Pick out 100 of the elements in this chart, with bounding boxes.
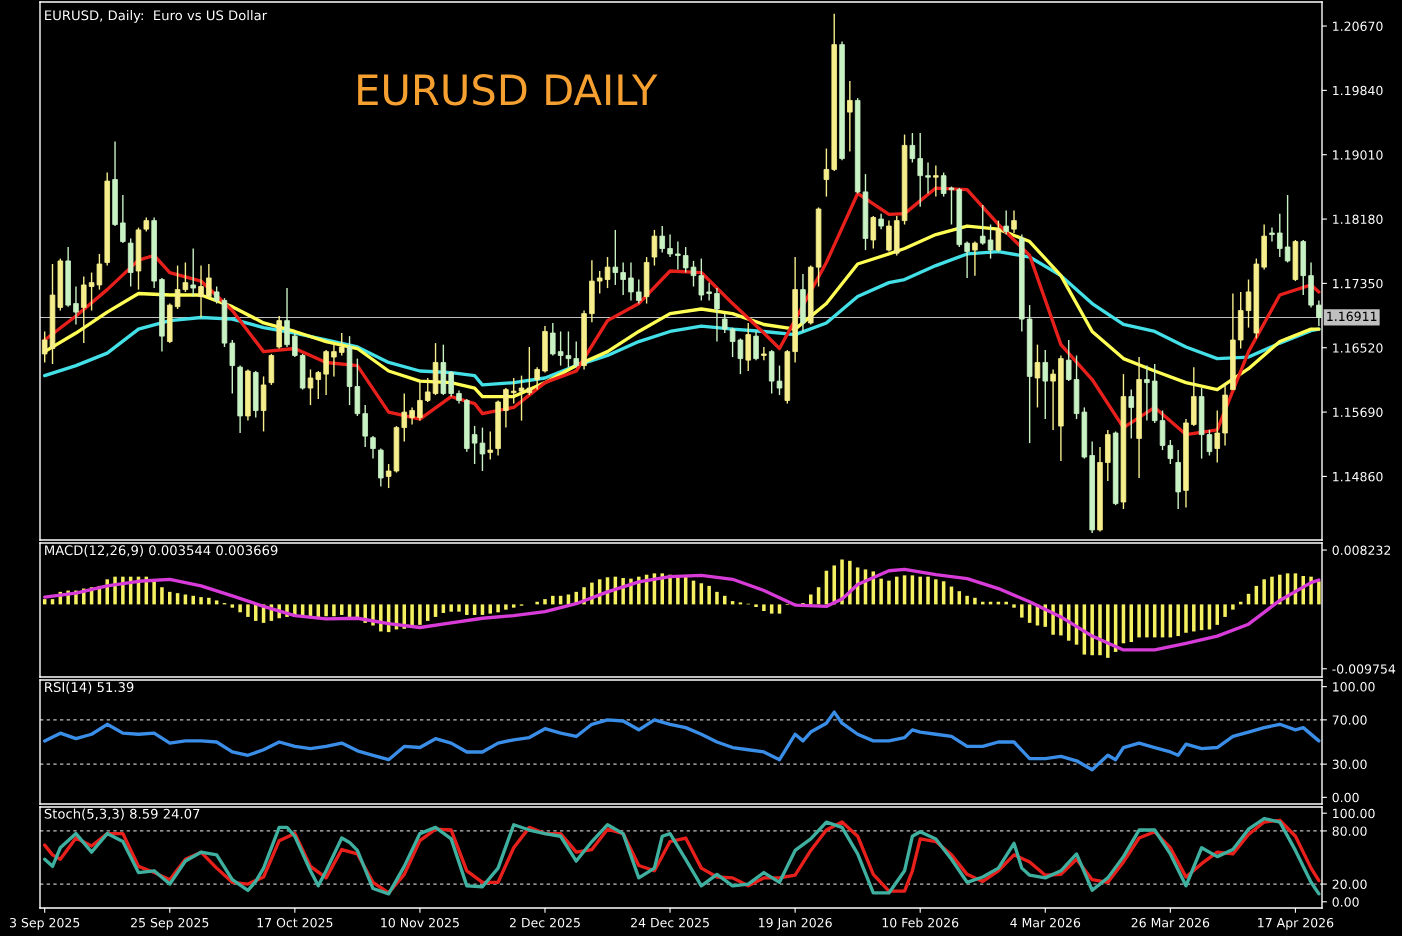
candlestick — [1011, 209, 1017, 234]
y-tick-label: 1.18180 — [1333, 214, 1383, 224]
candlestick — [917, 132, 923, 208]
candlestick — [706, 281, 712, 302]
candlestick — [995, 219, 1002, 253]
candlestick — [323, 349, 329, 396]
x-tick-label: 19 Jan 2026 — [759, 917, 832, 930]
line-series — [43, 710, 1321, 772]
candlestick — [73, 285, 79, 326]
bar — [457, 604, 461, 612]
y-tick-label: 1.19010 — [1333, 150, 1383, 160]
candlestick — [714, 287, 720, 343]
bar — [1270, 576, 1274, 605]
candlestick — [612, 229, 619, 286]
bar — [1223, 604, 1227, 617]
candlestick — [370, 435, 376, 460]
bar — [551, 595, 555, 605]
y-tick-label: 1.16520 — [1333, 343, 1383, 353]
bar — [230, 604, 235, 608]
ref-line-label: 1.16911 — [1327, 311, 1377, 322]
candlestick — [510, 377, 517, 405]
bar — [1262, 579, 1266, 605]
candlestick — [573, 340, 580, 368]
bar — [1176, 604, 1180, 637]
candlestick — [636, 278, 642, 305]
bar — [1145, 604, 1149, 638]
bar — [238, 604, 242, 613]
bar — [1090, 604, 1094, 656]
bar — [879, 578, 883, 605]
y-tick-label: 0.00 — [1332, 897, 1359, 907]
candlestick — [620, 261, 626, 296]
bar — [488, 604, 493, 614]
bar — [543, 599, 547, 605]
bar — [965, 595, 969, 605]
candlestick — [1034, 343, 1041, 409]
bar — [1020, 604, 1024, 618]
candlestick — [41, 330, 48, 364]
candlestick — [1065, 339, 1072, 382]
bar — [934, 579, 938, 605]
candlestick — [1144, 364, 1150, 422]
y-tick-label: 70.00 — [1332, 715, 1367, 725]
bar — [754, 604, 758, 608]
bar — [809, 594, 813, 605]
bar — [207, 597, 211, 605]
y-tick-label: 20.00 — [1332, 879, 1367, 890]
bar — [152, 581, 156, 605]
text: EURUSD, Daily: Euro vs US Dollar — [45, 10, 268, 23]
bar — [848, 560, 852, 605]
candlestick — [503, 387, 509, 429]
y-tick-label: 1.20670 — [1333, 21, 1383, 31]
bar — [168, 591, 172, 605]
candlestick — [1042, 349, 1049, 420]
y-tick-label: -0.009754 — [1332, 664, 1396, 674]
y-tick-label: 0.008232 — [1332, 545, 1391, 555]
candlestick — [1269, 226, 1275, 243]
candlestick — [1050, 368, 1056, 431]
candlestick — [534, 366, 540, 391]
y-tick-label: 30.00 — [1332, 759, 1367, 770]
candlestick — [596, 270, 603, 295]
y-tick-label: 1.17350 — [1333, 278, 1383, 289]
bar — [973, 597, 977, 605]
bar — [449, 604, 453, 612]
candlestick — [198, 264, 204, 319]
bar — [918, 576, 922, 605]
candlestick — [675, 240, 681, 271]
bar — [723, 595, 727, 605]
candlestick — [401, 392, 408, 443]
candlestick — [761, 346, 767, 361]
bar — [511, 604, 516, 608]
bar — [1012, 604, 1016, 608]
bar — [840, 559, 844, 605]
x-tick-label: 10 Nov 2025 — [381, 917, 459, 928]
bar — [418, 604, 422, 625]
candlestick — [682, 246, 689, 274]
bar — [707, 585, 711, 605]
candlestick — [909, 132, 916, 164]
bar — [676, 576, 680, 605]
bar — [441, 604, 446, 613]
y-tick-label: 100.00 — [1333, 682, 1375, 692]
bar — [715, 591, 719, 605]
x-tick-label: 10 Feb 2026 — [882, 917, 959, 928]
bar — [762, 604, 766, 611]
candlestick — [753, 330, 759, 361]
candlestick — [315, 370, 322, 400]
candlestick — [659, 225, 665, 254]
x-tick-label: 24 Dec 2025 — [631, 917, 709, 928]
bar — [332, 604, 336, 617]
candlestick — [331, 343, 337, 378]
candlestick — [651, 229, 658, 267]
candlestick — [823, 147, 830, 198]
candlestick — [722, 312, 728, 334]
bar — [1231, 604, 1235, 610]
candlestick — [987, 223, 994, 260]
bar — [894, 576, 899, 605]
candlestick — [667, 233, 673, 258]
candlestick — [847, 80, 853, 153]
candlestick — [487, 430, 494, 461]
bar — [777, 604, 782, 614]
candlestick — [1214, 409, 1221, 464]
chart-title: MACD(12,26,9) 0.003544 0.003669 — [45, 545, 278, 557]
